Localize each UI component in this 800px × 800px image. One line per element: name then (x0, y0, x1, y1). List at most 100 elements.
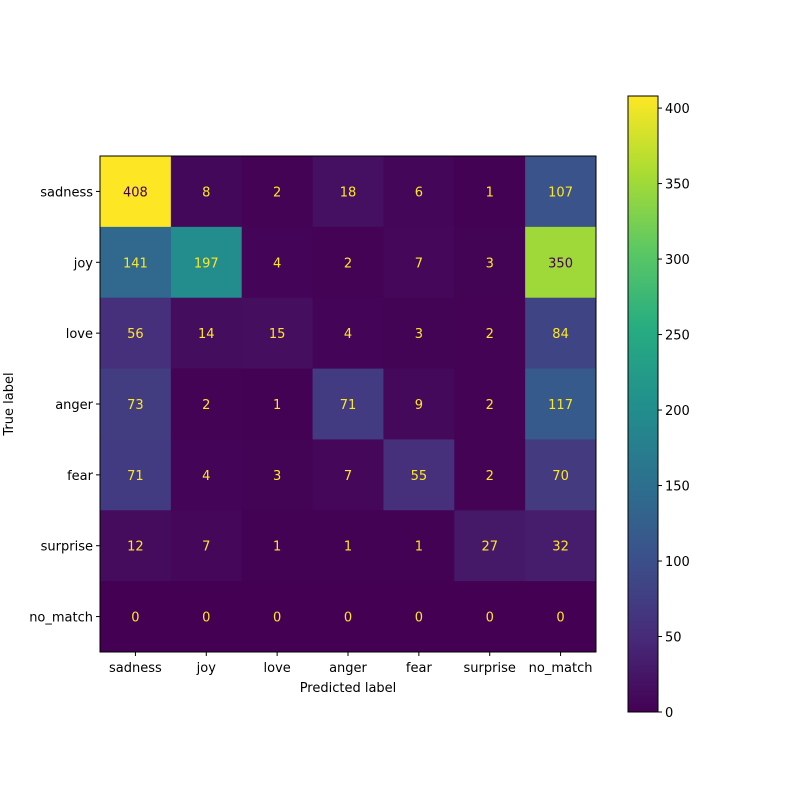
cell-value-label: 70 (552, 469, 569, 484)
heatmap-cell (454, 581, 526, 653)
cell-value-label: 9 (415, 398, 423, 413)
cell-value-label: 84 (552, 327, 569, 342)
heatmap-cell (170, 297, 243, 370)
x-tick-label: no_match (529, 661, 593, 676)
heatmap-cell (383, 368, 455, 440)
cell-value-label: 7 (415, 256, 423, 271)
heatmap-cell (383, 439, 455, 511)
heatmap-cell (525, 439, 597, 511)
heatmap-cell (525, 368, 597, 440)
cell-value-label: 6 (415, 185, 423, 200)
cell-value-label: 1 (273, 398, 281, 413)
colorbar: 0 50 100 150 200 250 300 350 400 (627, 95, 690, 721)
y-tick-label: no_match (29, 611, 93, 626)
heatmap-cell (170, 510, 243, 582)
heatmap-cell (100, 156, 172, 228)
cell-value-label: 2 (486, 398, 494, 413)
heatmap-cell (312, 297, 384, 370)
y-tick-label: love (66, 327, 93, 342)
y-axis-ticks: sadness joy love anger fear surprise no_match (29, 185, 100, 626)
cell-value-label: 7 (202, 540, 210, 555)
cell-value-label: 8 (202, 185, 210, 200)
cell-value-label: 32 (552, 540, 569, 555)
cell-value-label: 0 (415, 611, 423, 626)
heatmap-cell (241, 368, 314, 440)
cell-value-label: 197 (194, 256, 219, 271)
cell-value-label: 0 (344, 611, 352, 626)
y-axis-label: True label (2, 372, 17, 436)
cell-value-label: 18 (340, 185, 357, 200)
heatmap-cell (170, 581, 243, 653)
x-axis-label: Predicted label (300, 681, 397, 696)
x-tick-label: love (264, 661, 291, 676)
heatmap-cell (100, 226, 172, 299)
cell-value-label: 408 (123, 185, 148, 200)
cell-value-label: 71 (127, 469, 144, 484)
cell-value-label: 1 (344, 540, 352, 555)
heatmap-cell (241, 226, 314, 299)
cell-value-label: 55 (411, 469, 428, 484)
heatmap-cell (525, 156, 597, 228)
heatmap-cell (383, 581, 455, 653)
heatmap-cell (100, 581, 172, 653)
colorbar-tick-label: 400 (665, 102, 690, 117)
x-tick-label: anger (329, 661, 367, 676)
heatmap-cell (312, 368, 384, 440)
heatmap-cell (312, 581, 384, 653)
cell-value-label: 3 (415, 327, 423, 342)
heatmap-cell (383, 156, 455, 228)
heatmap-cell (454, 226, 526, 299)
heatmap-cell (454, 156, 526, 228)
heatmap-cell (100, 439, 172, 511)
heatmap-cell (383, 510, 455, 582)
heatmap-cell (241, 297, 314, 370)
heatmap-cell (241, 510, 314, 582)
heatmap-cell (454, 297, 526, 370)
cell-value-label: 73 (127, 398, 144, 413)
colorbar-tick-label: 150 (665, 480, 690, 495)
heatmap-cell (525, 226, 597, 299)
y-tick-label: sadness (40, 185, 93, 200)
cell-value-label: 27 (481, 540, 498, 555)
y-tick-label: fear (67, 469, 94, 484)
x-axis-ticks: sadness joy love anger fear surprise no_match (109, 652, 592, 676)
heatmap-cell (383, 226, 455, 299)
cell-value-label: 71 (340, 398, 357, 413)
cell-value-label: 1 (273, 540, 281, 555)
heatmap-cell (312, 510, 384, 582)
cell-value-label: 56 (127, 327, 144, 342)
cell-value-label: 0 (202, 611, 210, 626)
cell-value-label: 1 (415, 540, 423, 555)
cell-value-label: 3 (486, 256, 494, 271)
colorbar-tick-label: 300 (665, 253, 690, 268)
colorbar-tick-label: 200 (665, 404, 690, 419)
cell-value-label: 2 (486, 327, 494, 342)
cell-value-label: 4 (202, 469, 210, 484)
heatmap-cell (312, 156, 384, 228)
cell-value-label: 15 (269, 327, 286, 342)
cell-value-label: 2 (273, 185, 281, 200)
cell-value-label: 0 (556, 611, 564, 626)
x-tick-label: surprise (464, 661, 516, 676)
heatmap-cell (170, 368, 243, 440)
colorbar-tick-label: 350 (665, 178, 690, 193)
cell-value-label: 4 (273, 256, 281, 271)
cell-value-label: 107 (548, 185, 573, 200)
cell-value-label: 12 (127, 540, 144, 555)
heatmap-cell (454, 368, 526, 440)
cell-value-label: 0 (486, 611, 494, 626)
cell-value-label: 350 (548, 256, 573, 271)
y-tick-label: surprise (41, 540, 93, 555)
y-tick-label: joy (73, 256, 94, 271)
heatmap-cell (241, 439, 314, 511)
x-tick-label: sadness (109, 661, 162, 676)
colorbar-tick-label: 100 (665, 555, 690, 570)
cell-value-label: 1 (486, 185, 494, 200)
cell-value-label: 117 (548, 398, 573, 413)
colorbar-tick-label: 50 (665, 631, 682, 646)
colorbar-tick-label: 250 (665, 329, 690, 344)
x-tick-label: joy (196, 661, 217, 676)
colorbar-gradient (627, 95, 659, 713)
cell-value-label: 7 (344, 469, 352, 484)
